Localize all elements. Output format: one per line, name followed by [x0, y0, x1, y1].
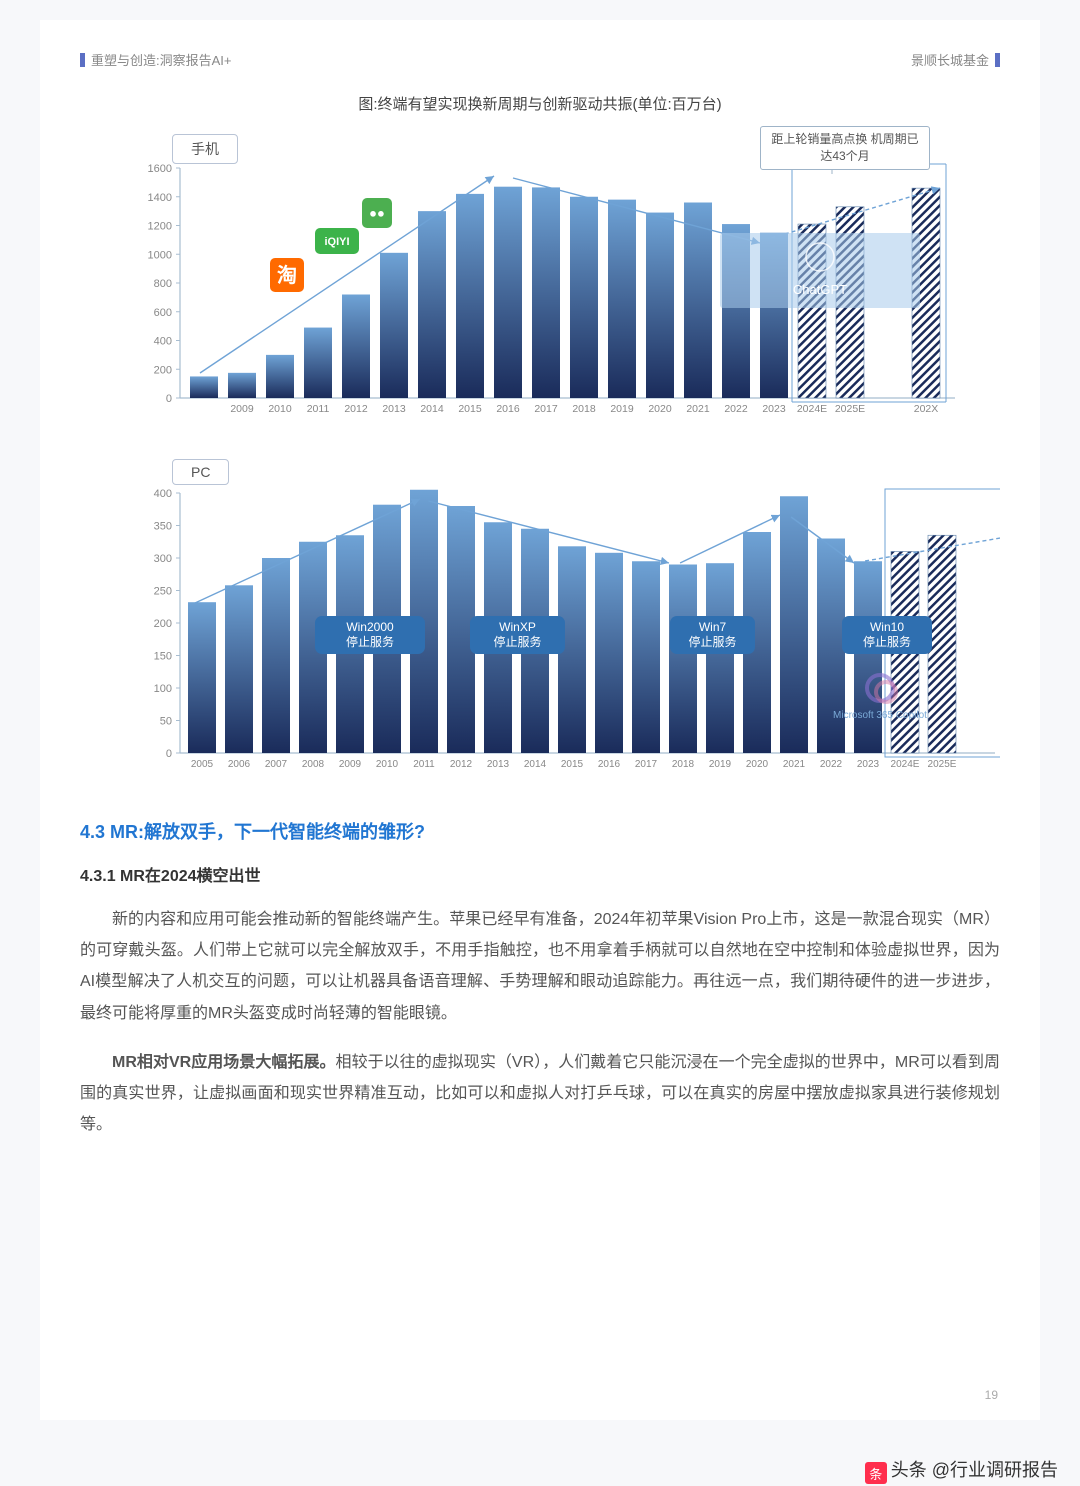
svg-text:0: 0 — [166, 748, 172, 760]
svg-text:1200: 1200 — [148, 221, 172, 233]
svg-text:2016: 2016 — [598, 759, 621, 770]
svg-text:2024E: 2024E — [891, 759, 920, 770]
svg-text:2013: 2013 — [382, 403, 406, 415]
svg-text:ChatGPT: ChatGPT — [793, 282, 847, 297]
svg-text:1600: 1600 — [148, 163, 172, 175]
svg-text:350: 350 — [154, 521, 172, 533]
phone-svg: 0 200 400 600 800 1000 1200 1400 1600 2009 2010 201… — [140, 138, 960, 428]
paragraph-1: 新的内容和应用可能会推动新的智能终端产生。苹果已经早有准备，2024年初苹果Vi… — [80, 904, 1000, 1029]
svg-text:2009: 2009 — [230, 403, 254, 415]
svg-text:2025E: 2025E — [928, 759, 957, 770]
chart-phone: 手机 距上轮销量高点换 机周期已达43个月 020040060080010001… — [140, 138, 1000, 433]
figure-title: 图:终端有望实现换新周期与创新驱动共振(单位:百万台) — [80, 93, 1000, 114]
svg-text:202X: 202X — [914, 403, 939, 415]
svg-text:2010: 2010 — [376, 759, 399, 770]
svg-text:WinXP: WinXP — [499, 620, 536, 634]
header-right: 景顺长城基金 — [911, 50, 1000, 69]
svg-text:停止服务: 停止服务 — [493, 634, 541, 649]
svg-text:2014: 2014 — [524, 759, 547, 770]
svg-text:400: 400 — [154, 488, 172, 500]
svg-text:2023: 2023 — [857, 759, 880, 770]
svg-text:100: 100 — [154, 683, 172, 695]
svg-text:2020: 2020 — [648, 403, 672, 415]
svg-text:200: 200 — [154, 364, 172, 376]
svg-text:2017: 2017 — [534, 403, 558, 415]
body-text: 新的内容和应用可能会推动新的智能终端产生。苹果已经早有准备，2024年初苹果Vi… — [80, 904, 1000, 1140]
svg-text:2018: 2018 — [572, 403, 596, 415]
svg-text:2013: 2013 — [487, 759, 510, 770]
svg-text:2011: 2011 — [413, 759, 435, 770]
page-number: 19 — [985, 1388, 998, 1402]
svg-text:2021: 2021 — [686, 403, 710, 415]
paragraph-2: MR相对VR应用场景大幅拓展。相较于以往的虚拟现实（VR），人们戴着它只能沉浸在… — [80, 1047, 1000, 1141]
svg-text:停止服务: 停止服务 — [346, 634, 394, 649]
svg-text:200: 200 — [154, 618, 172, 630]
svg-text:Win10: Win10 — [870, 620, 904, 634]
svg-text:2010: 2010 — [268, 403, 292, 415]
svg-text:2015: 2015 — [458, 403, 482, 415]
svg-text:2023: 2023 — [762, 403, 786, 415]
svg-text:2007: 2007 — [265, 759, 288, 770]
svg-text:2019: 2019 — [610, 403, 634, 415]
svg-text:600: 600 — [154, 307, 172, 319]
svg-text:2012: 2012 — [344, 403, 368, 415]
svg-text:2024E: 2024E — [797, 403, 827, 415]
svg-text:2022: 2022 — [724, 403, 748, 415]
svg-text:2011: 2011 — [307, 403, 330, 415]
svg-text:1400: 1400 — [148, 192, 172, 204]
pc-svg: 0 50 100 150 200 250 300 350 400 2005 2006 2007 2008… — [140, 463, 1000, 783]
svg-text:250: 250 — [154, 586, 172, 598]
svg-text:2008: 2008 — [302, 759, 325, 770]
sub-heading: 4.3.1 MR在2024横空出世 — [80, 862, 1000, 886]
svg-text:0: 0 — [166, 393, 172, 405]
svg-text:2009: 2009 — [339, 759, 362, 770]
svg-text:停止服务: 停止服务 — [688, 634, 736, 649]
svg-text:Win7: Win7 — [699, 620, 727, 634]
pc-tag: PC — [172, 459, 229, 485]
svg-text:●●: ●● — [369, 206, 385, 221]
svg-text:400: 400 — [154, 336, 172, 348]
chart-pc: PC 0501001502002503003504002005200620072… — [140, 463, 1000, 788]
svg-text:300: 300 — [154, 553, 172, 565]
svg-text:淘: 淘 — [277, 263, 297, 287]
phone-callout: 距上轮销量高点换 机周期已达43个月 — [760, 126, 930, 170]
svg-text:Microsoft 365 Copilot: Microsoft 365 Copilot — [833, 710, 927, 721]
svg-text:1000: 1000 — [148, 249, 172, 261]
phone-tag: 手机 — [172, 134, 238, 164]
svg-text:50: 50 — [160, 716, 172, 728]
svg-text:2020: 2020 — [746, 759, 769, 770]
watermark: 条头条 @行业调研报告 — [865, 1456, 1058, 1485]
header-left: 重塑与创造:洞察报告AI+ — [80, 50, 232, 69]
svg-text:2017: 2017 — [635, 759, 658, 770]
svg-text:2025E: 2025E — [835, 403, 865, 415]
svg-text:2006: 2006 — [228, 759, 251, 770]
svg-text:2015: 2015 — [561, 759, 584, 770]
svg-text:2019: 2019 — [709, 759, 732, 770]
svg-text:Win2000: Win2000 — [346, 620, 394, 634]
svg-text:800: 800 — [154, 278, 172, 290]
svg-text:150: 150 — [154, 651, 172, 663]
svg-text:2016: 2016 — [496, 403, 520, 415]
svg-text:2005: 2005 — [191, 759, 214, 770]
svg-text:2022: 2022 — [820, 759, 843, 770]
svg-text:2021: 2021 — [783, 759, 806, 770]
svg-text:iQIYI: iQIYI — [324, 236, 349, 248]
section-heading: 4.3 MR:解放双手，下一代智能终端的雏形? — [80, 818, 1000, 844]
svg-text:停止服务: 停止服务 — [863, 634, 911, 649]
svg-text:2012: 2012 — [450, 759, 473, 770]
svg-text:2018: 2018 — [672, 759, 695, 770]
svg-text:2014: 2014 — [420, 403, 444, 415]
